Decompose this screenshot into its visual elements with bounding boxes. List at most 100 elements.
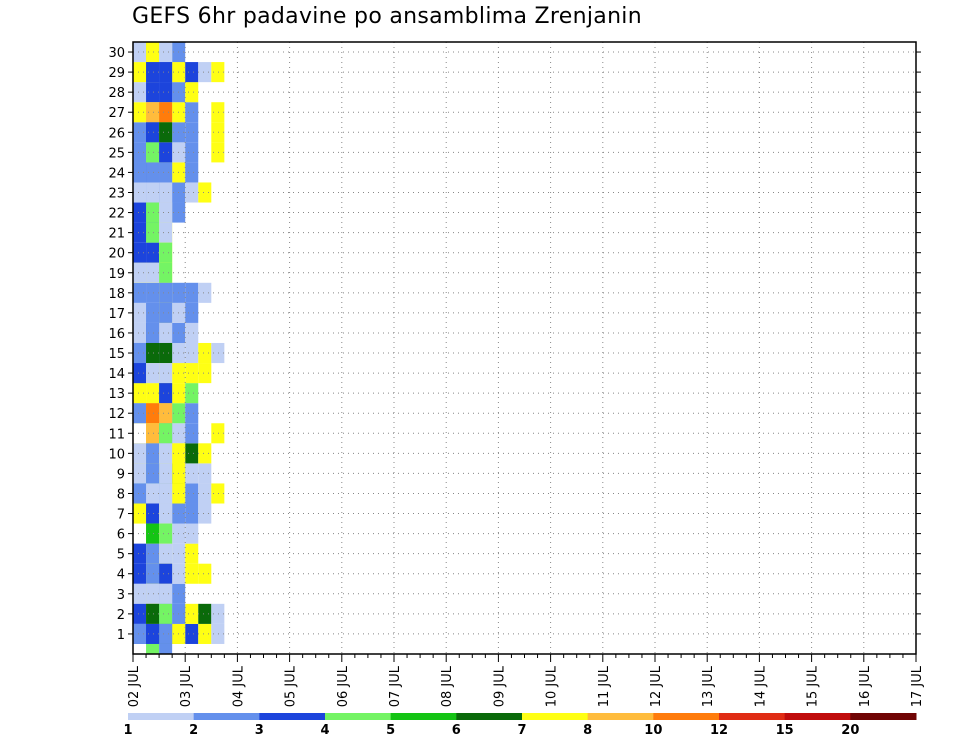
- heatmap-cell: [211, 102, 225, 123]
- heatmap-cell: [159, 162, 173, 183]
- y-tick-label: 27: [108, 106, 125, 121]
- heatmap-cell: [185, 483, 199, 504]
- heatmap-cell: [211, 62, 225, 83]
- heatmap-cell: [159, 182, 173, 203]
- heatmap-cell: [198, 603, 212, 624]
- heatmap-cell: [146, 523, 160, 544]
- plot-frame: [132, 41, 917, 655]
- heatmap-cell: [146, 302, 160, 323]
- heatmap-cell: [159, 523, 173, 544]
- heatmap-cell: [133, 102, 147, 123]
- colorbar-label: 3: [255, 723, 264, 738]
- heatmap-cell: [146, 563, 160, 584]
- heatmap-cell: [185, 302, 199, 323]
- heatmap-cell: [159, 503, 173, 524]
- y-tick-label: 12: [108, 407, 125, 422]
- heatmap-cell: [146, 262, 160, 283]
- x-tick-label: 13 JUL: [701, 665, 716, 707]
- heatmap-cell: [133, 282, 147, 303]
- x-tick-label: 05 JUL: [284, 665, 299, 707]
- y-tick-label: 22: [108, 207, 125, 222]
- heatmap-cell: [198, 483, 212, 504]
- heatmap-cell: [159, 443, 173, 464]
- x-tick-label: 08 JUL: [440, 665, 455, 707]
- x-tick-label: 06 JUL: [336, 665, 351, 707]
- heatmap-cell: [159, 102, 173, 123]
- heatmap-cell: [133, 162, 147, 183]
- heatmap-cell: [133, 623, 147, 644]
- heatmap-cell: [198, 503, 212, 524]
- heatmap-cell: [146, 443, 160, 464]
- heatmap-cell: [146, 543, 160, 564]
- colorbar-swatch: [653, 713, 720, 720]
- heatmap-cell: [133, 503, 147, 524]
- heatmap-cell: [198, 623, 212, 644]
- heatmap-cell: [133, 603, 147, 624]
- heatmap-cell: [211, 483, 225, 504]
- heatmap-cell: [159, 202, 173, 223]
- colorbar-swatch: [587, 713, 654, 720]
- heatmap-cell: [198, 443, 212, 464]
- x-tick-label: 16 JUL: [858, 665, 873, 707]
- heatmap-cell: [133, 42, 147, 63]
- heatmap-cell: [159, 322, 173, 343]
- x-tick-label: 02 JUL: [127, 665, 142, 707]
- heatmap-cell: [133, 363, 147, 384]
- heatmap-cell: [185, 543, 199, 564]
- heatmap-cell: [211, 122, 225, 143]
- heatmap-cell: [211, 603, 225, 624]
- heatmap-cell: [211, 423, 225, 444]
- heatmap-cell: [159, 583, 173, 604]
- heatmap-cell: [198, 182, 212, 203]
- heatmap-cell: [185, 62, 199, 83]
- x-tick-label: 14 JUL: [753, 665, 768, 707]
- colorbar-swatch: [259, 713, 326, 720]
- heatmap-cell: [133, 543, 147, 564]
- colorbar-label: 2: [189, 723, 198, 738]
- heatmap-cell: [146, 503, 160, 524]
- x-tick-label: 09 JUL: [492, 665, 507, 707]
- heatmap-cell: [146, 342, 160, 364]
- heatmap-cells: [133, 42, 225, 654]
- heatmap-cell: [185, 162, 199, 183]
- heatmap-cell: [146, 242, 160, 263]
- heatmap-cell: [146, 483, 160, 504]
- heatmap-cell: [146, 463, 160, 484]
- y-tick-label: 29: [108, 66, 125, 81]
- y-tick-label: 26: [108, 126, 125, 141]
- heatmap-cell: [133, 463, 147, 484]
- y-tick-label: 11: [108, 427, 125, 442]
- heatmap-cell: [133, 202, 147, 223]
- heatmap-cell: [133, 342, 147, 364]
- heatmap-cell: [133, 62, 147, 83]
- y-tick-label: 14: [108, 367, 125, 382]
- heatmap-cell: [133, 443, 147, 464]
- heatmap-cell: [159, 643, 173, 654]
- heatmap-cell: [146, 623, 160, 644]
- heatmap-cell: [159, 383, 173, 404]
- heatmap-cell: [159, 363, 173, 384]
- y-tick-label: 13: [108, 387, 125, 402]
- colorbar-label: 1: [123, 723, 132, 738]
- y-tick-label: 6: [117, 528, 125, 543]
- y-tick-label: 1: [117, 628, 125, 643]
- heatmap-cell: [133, 82, 147, 103]
- heatmap-cell: [146, 82, 160, 103]
- heatmap-cell: [185, 563, 199, 584]
- y-tick-label: 19: [108, 267, 125, 282]
- heatmap-cell: [211, 342, 225, 364]
- colorbar-swatch: [325, 713, 392, 720]
- y-tick-label: 7: [117, 508, 125, 523]
- heatmap-cell: [133, 483, 147, 504]
- heatmap-cell: [159, 483, 173, 504]
- heatmap-cell: [133, 322, 147, 343]
- colorbar-swatch: [850, 713, 917, 720]
- heatmap-cell: [159, 62, 173, 83]
- y-tick-label: 18: [108, 287, 125, 302]
- heatmap-cell: [159, 623, 173, 644]
- heatmap-cell: [159, 543, 173, 564]
- y-tick-label: 10: [108, 447, 125, 462]
- heatmap-cell: [133, 383, 147, 404]
- heatmap-cell: [185, 142, 199, 163]
